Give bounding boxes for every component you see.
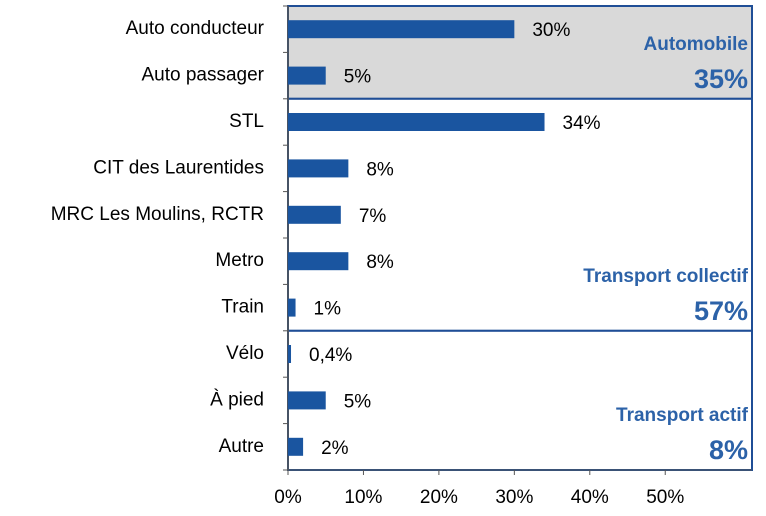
y-tick-label: Vélo: [226, 343, 264, 364]
bar: [288, 252, 349, 271]
y-tick-label: À pied: [210, 389, 264, 410]
group-name: Transport actif: [616, 405, 749, 426]
group-total: 35%: [694, 64, 748, 94]
x-tick-label: 20%: [420, 487, 458, 508]
y-tick-label: Auto passager: [141, 65, 264, 86]
value-label: 8%: [366, 252, 394, 273]
y-tick-label: Train: [221, 297, 264, 318]
x-tick-label: 0%: [274, 487, 302, 508]
value-label: 7%: [359, 206, 387, 227]
value-label: 5%: [344, 391, 372, 412]
x-tick-label: 10%: [344, 487, 382, 508]
bar: [288, 391, 326, 410]
group-name: Automobile: [644, 34, 749, 55]
bar: [288, 298, 296, 317]
y-tick-label: MRC Les Moulins, RCTR: [51, 204, 264, 225]
value-label: 1%: [314, 299, 342, 320]
value-label: 5%: [344, 67, 372, 88]
y-tick-label: STL: [229, 111, 264, 132]
bar: [288, 113, 545, 131]
bar: [288, 20, 515, 39]
y-tick-label: CIT des Laurentides: [93, 157, 264, 178]
y-tick-label: Autre: [219, 436, 264, 457]
bar: [288, 345, 292, 363]
value-label: 34%: [563, 113, 601, 134]
x-tick-label: 50%: [646, 487, 684, 508]
y-tick-label: Metro: [215, 250, 264, 271]
value-label: 30%: [532, 20, 570, 41]
bar: [288, 159, 349, 178]
value-label: 0,4%: [309, 345, 352, 366]
bar: [288, 66, 326, 85]
group-total: 8%: [709, 435, 748, 465]
x-tick-label: 30%: [495, 487, 533, 508]
y-tick-label: Auto conducteur: [126, 18, 265, 39]
bar: [288, 437, 304, 456]
group-name: Transport collectif: [583, 266, 748, 287]
bar: [288, 205, 341, 224]
group-total: 57%: [694, 296, 748, 326]
value-label: 2%: [321, 438, 349, 459]
x-tick-label: 40%: [571, 487, 609, 508]
value-label: 8%: [366, 159, 394, 180]
group-box: [287, 97, 753, 332]
group-box: [287, 329, 753, 471]
